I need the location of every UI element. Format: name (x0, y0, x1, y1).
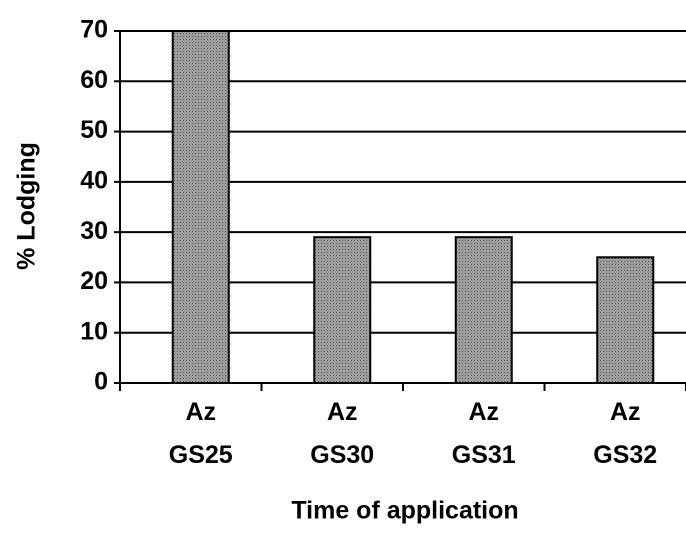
y-tick-label: 70 (80, 16, 108, 44)
x-tick-label: Az GS32 (593, 398, 657, 469)
y-axis-title: % Lodging (13, 142, 41, 270)
y-tick-label: 10 (80, 317, 108, 345)
y-tick-label: 40 (80, 166, 108, 194)
bar (596, 256, 655, 384)
bar (313, 236, 372, 384)
y-tick-label: 60 (80, 66, 108, 94)
x-axis-title: Time of application (291, 497, 518, 525)
bar (454, 236, 513, 384)
x-tick-label: Az GS30 (310, 398, 374, 469)
x-tick-label: Az GS31 (452, 398, 516, 469)
bar (171, 30, 230, 384)
x-tick-label: Az GS25 (169, 398, 233, 469)
y-tick-label: 50 (80, 116, 108, 144)
y-tick-label: 20 (80, 267, 108, 295)
y-tick-label: 30 (80, 217, 108, 245)
y-tick-label: 0 (94, 368, 108, 396)
